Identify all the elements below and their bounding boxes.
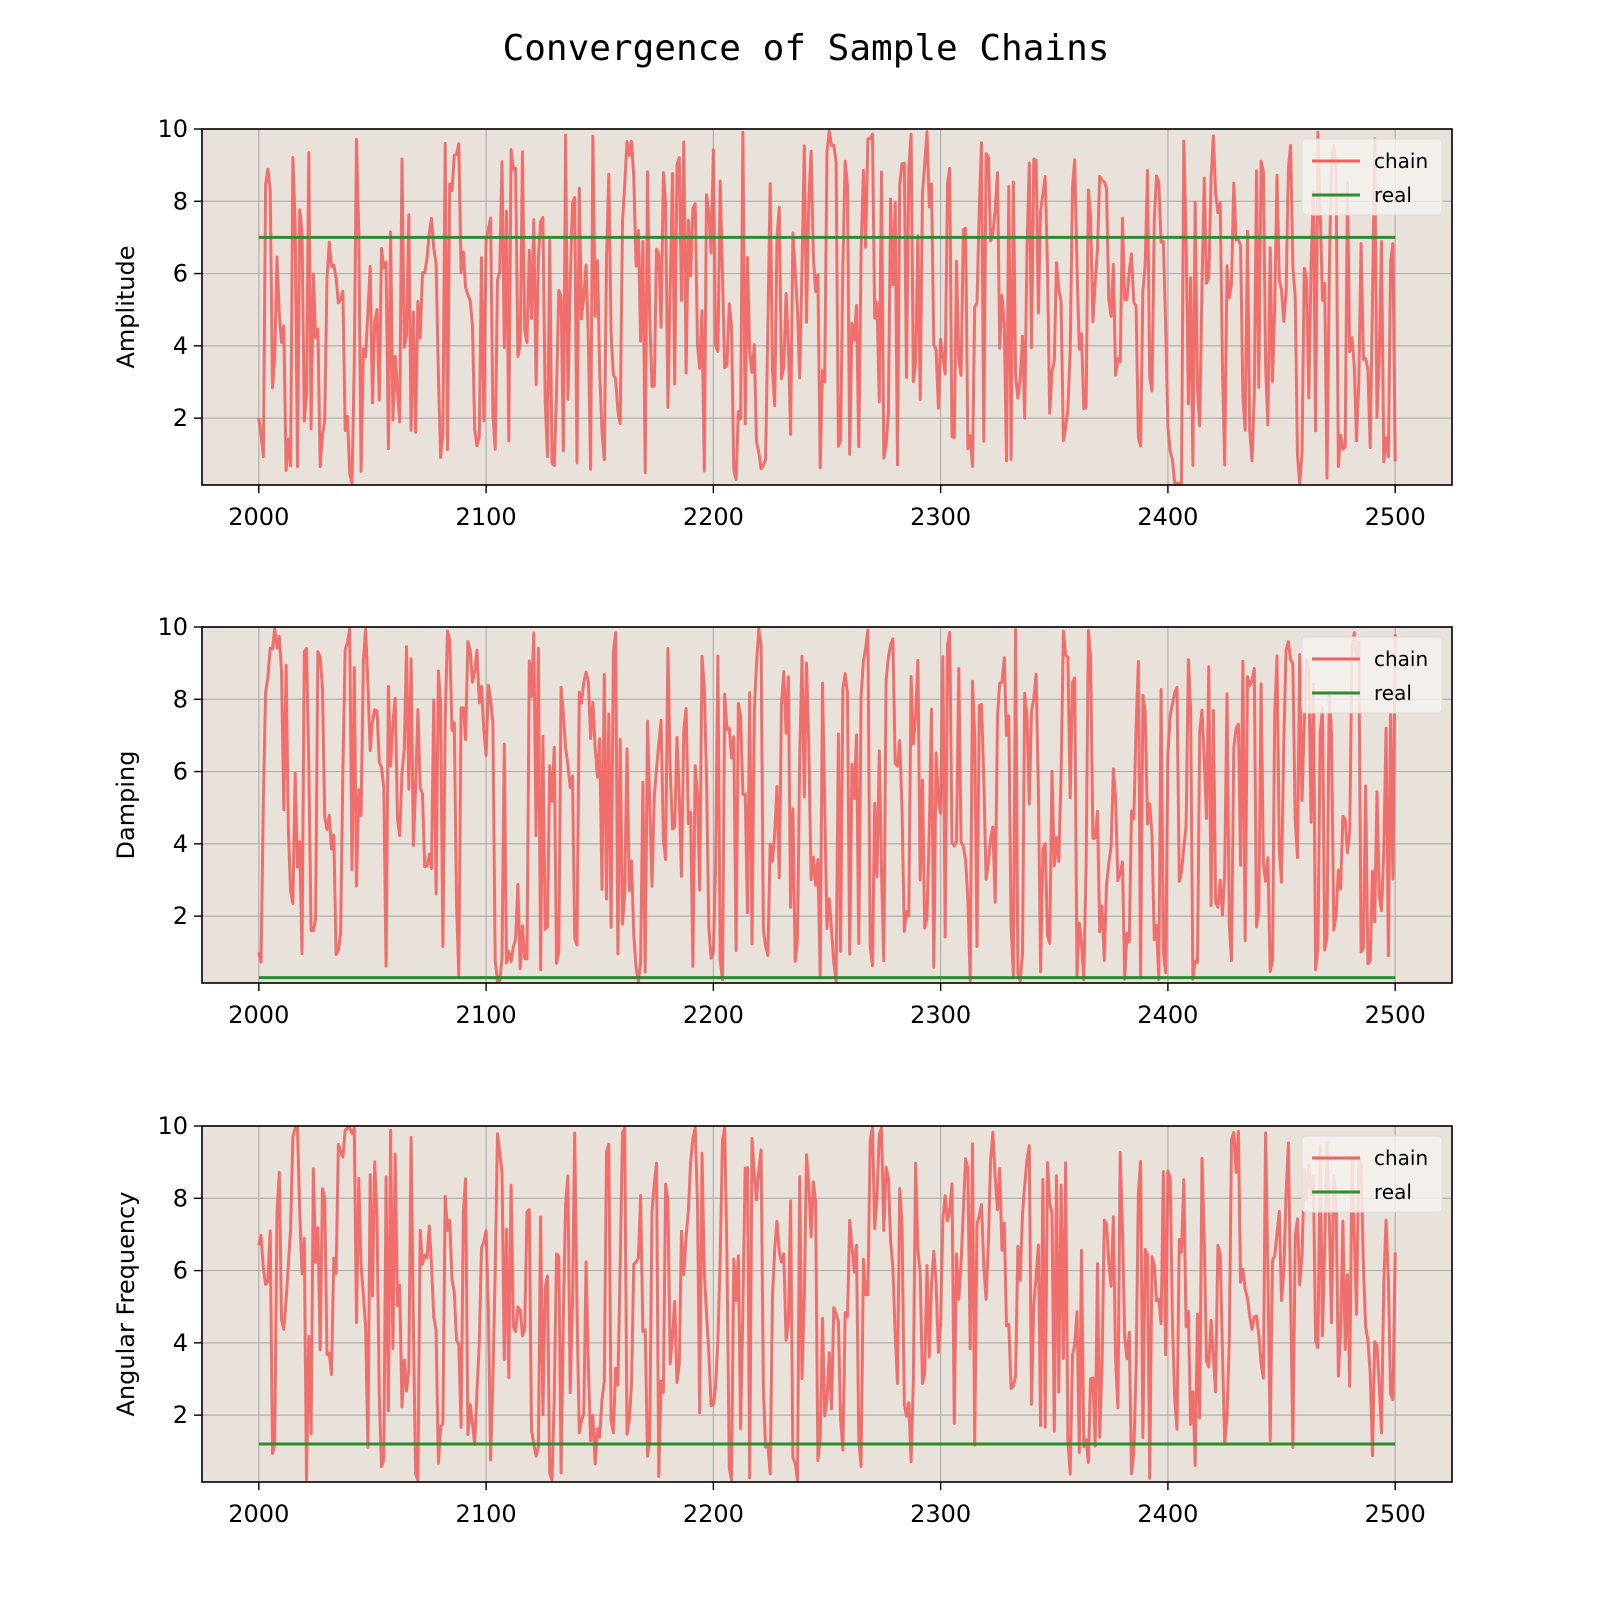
x-tick-label-2400: 2400 [1137,503,1198,531]
y-axis-title: Angular Frequency [112,1192,140,1417]
subplot-3: 2000 2100 2200 2300 2400 2500 2 4 6 8 10 Angular Fr… [112,1112,1453,1528]
legend-label-real: real [1374,681,1412,705]
x-tick-label-2100: 2100 [456,1001,517,1029]
x-tick-label-2300: 2300 [910,1001,971,1029]
y-tick-label-2: 2 [173,1401,188,1429]
x-tick-label-2500: 2500 [1365,1500,1426,1528]
x-tick-label-2200: 2200 [683,503,744,531]
y-tick-label-8: 8 [173,187,188,215]
y-tick-label-8: 8 [173,1184,188,1212]
x-tick-label-2400: 2400 [1137,1001,1198,1029]
subplot-2: 2000 2100 2200 2300 2400 2500 2 4 6 8 10 Damping cha… [112,613,1453,1029]
legend-label-chain: chain [1374,149,1428,173]
y-tick-label-2: 2 [173,404,188,432]
legend: chain real [1301,138,1443,216]
y-tick-label-10: 10 [157,115,188,143]
subplot-panels: 2000 2100 2200 2300 2400 2500 2 4 6 8 10 Amplitude c… [112,115,1453,1528]
x-tick-label-2200: 2200 [683,1001,744,1029]
y-axis-title: Damping [112,751,140,860]
y-tick-label-6: 6 [173,758,188,786]
x-tick-label-2500: 2500 [1365,1001,1426,1029]
figure-title: Convergence of Sample Chains [503,28,1110,69]
y-tick-label-4: 4 [173,1329,188,1357]
y-tick-label-10: 10 [157,1112,188,1140]
x-tick-label-2100: 2100 [456,1500,517,1528]
x-tick-label-2000: 2000 [228,1001,289,1029]
x-tick-label-2300: 2300 [910,1500,971,1528]
y-tick-label-2: 2 [173,902,188,930]
chain-series-line [257,627,1397,983]
x-tick-label-2500: 2500 [1365,503,1426,531]
legend: chain real [1301,636,1443,714]
axes-frame [201,128,1453,486]
legend-label-chain: chain [1374,1146,1428,1170]
y-tick-label-10: 10 [157,613,188,641]
x-tick-label-2100: 2100 [456,503,517,531]
chain-series-line [257,1126,1397,1482]
legend-label-chain: chain [1374,647,1428,671]
y-tick-label-8: 8 [173,685,188,713]
y-axis-title: Amplitude [112,246,140,369]
legend-label-real: real [1374,1180,1412,1204]
x-tick-label-2000: 2000 [228,1500,289,1528]
axes-frame [201,626,1453,984]
y-tick-label-4: 4 [173,332,188,360]
y-tick-label-6: 6 [173,1257,188,1285]
subplot-1: 2000 2100 2200 2300 2400 2500 2 4 6 8 10 Amplitude c… [112,115,1453,531]
x-tick-label-2400: 2400 [1137,1500,1198,1528]
y-tick-label-4: 4 [173,830,188,858]
x-tick-label-2300: 2300 [910,503,971,531]
legend: chain real [1301,1135,1443,1213]
chain-series-line [257,129,1397,485]
axes-frame [201,1125,1453,1483]
y-tick-label-6: 6 [173,260,188,288]
x-tick-label-2000: 2000 [228,503,289,531]
x-tick-label-2200: 2200 [683,1500,744,1528]
legend-label-real: real [1374,183,1412,207]
